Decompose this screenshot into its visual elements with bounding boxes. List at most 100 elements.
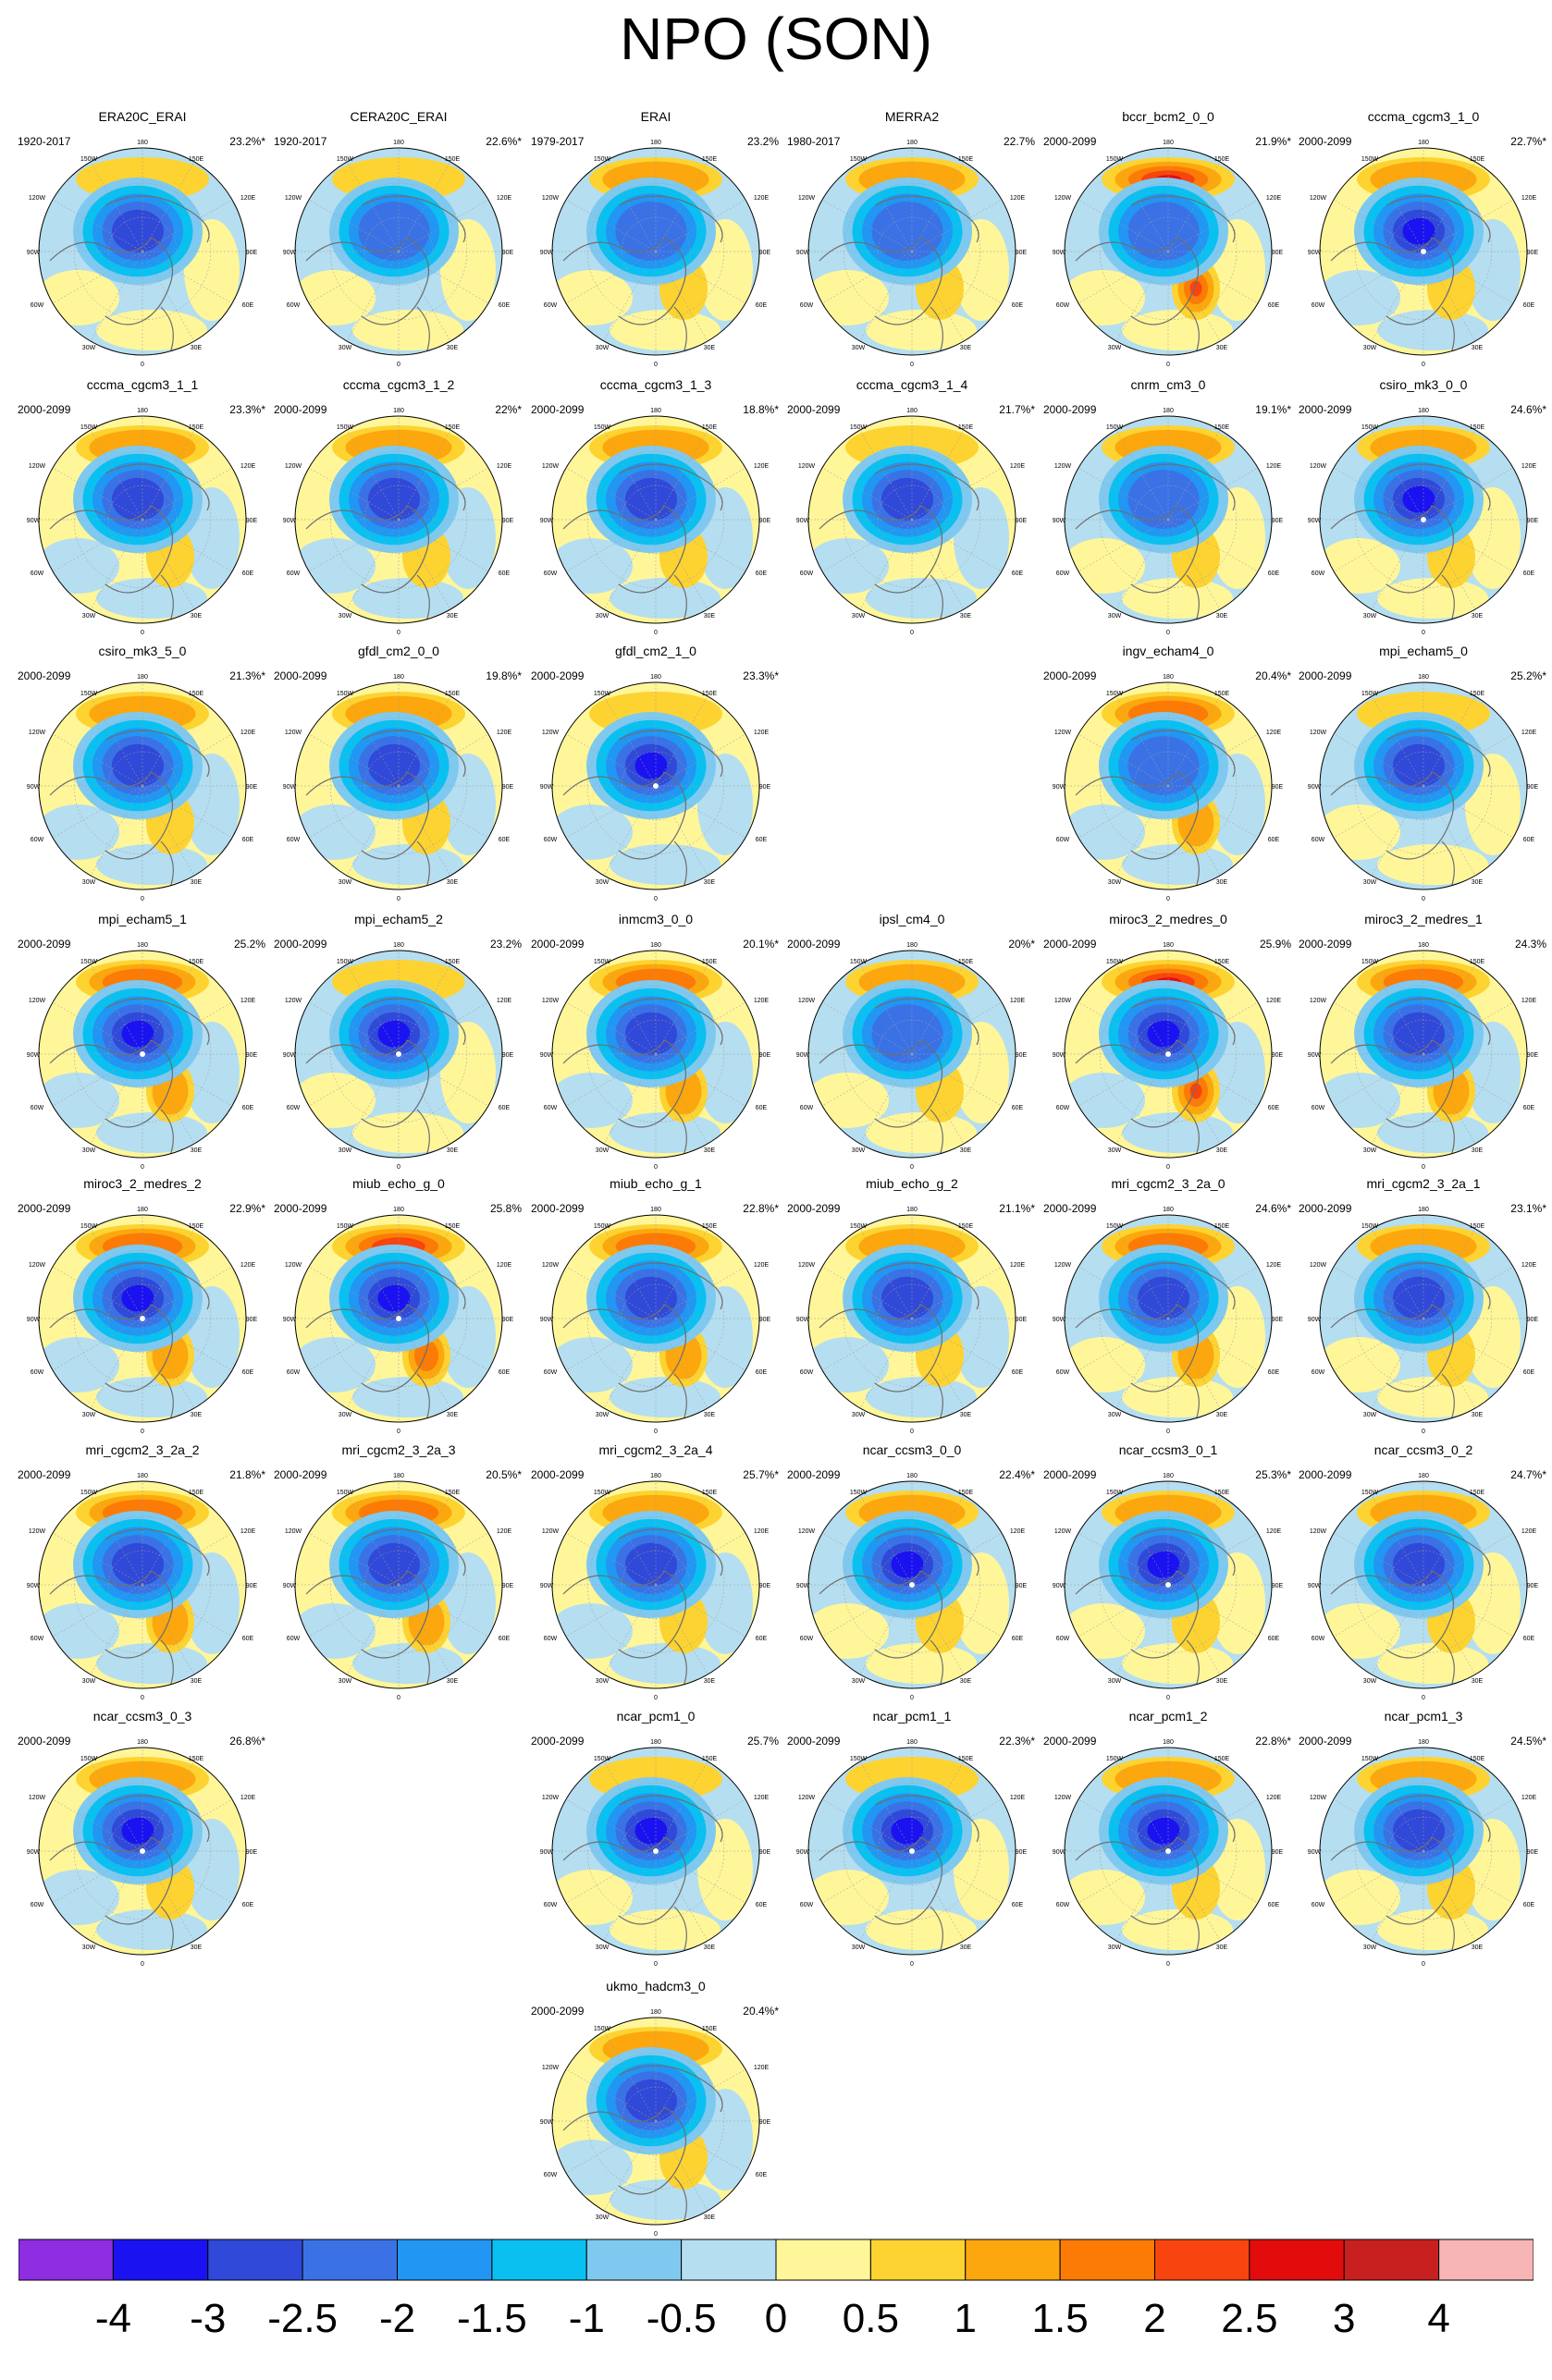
svg-text:120E: 120E bbox=[1521, 730, 1537, 736]
map-panel: CERA20C_ERAI 1920-2017 22.6%* 180 150W 150E 12… bbox=[270, 109, 527, 377]
svg-text:60E: 60E bbox=[1012, 1636, 1024, 1642]
svg-text:150W: 150W bbox=[80, 691, 98, 697]
panel-title: ERA20C_ERAI bbox=[98, 109, 187, 124]
svg-text:90E: 90E bbox=[1272, 784, 1284, 791]
svg-text:120W: 120W bbox=[29, 1528, 46, 1535]
svg-text:30E: 30E bbox=[191, 1678, 203, 1685]
svg-text:60E: 60E bbox=[499, 837, 511, 843]
svg-text:150E: 150E bbox=[1470, 1756, 1485, 1762]
panel-title: inmcm3_0_0 bbox=[618, 912, 694, 926]
polar-map: 180 150W 150E 120W 90W 60W 120E 90E 60E 30W 0 30E bbox=[1308, 942, 1539, 1171]
svg-text:180: 180 bbox=[137, 942, 148, 949]
svg-text:120E: 120E bbox=[1266, 730, 1282, 736]
svg-text:60W: 60W bbox=[800, 1105, 814, 1111]
svg-text:150W: 150W bbox=[1106, 959, 1124, 965]
svg-text:30W: 30W bbox=[82, 879, 96, 886]
colorbar-swatch bbox=[869, 2239, 967, 2281]
svg-text:30W: 30W bbox=[1363, 1944, 1377, 1951]
svg-text:60E: 60E bbox=[1268, 1902, 1280, 1908]
svg-text:150W: 150W bbox=[1361, 1223, 1379, 1230]
svg-text:30E: 30E bbox=[447, 1147, 459, 1154]
panel-title: mri_cgcm2_3_2a_1 bbox=[1366, 1176, 1481, 1191]
panel-period: 2000-2099 bbox=[18, 403, 71, 416]
panel-period: 2000-2099 bbox=[1043, 403, 1097, 416]
polar-map: 180 150W 150E 120W 90W 60W 120E 90E 60E 30W 0 30E bbox=[540, 140, 771, 368]
map-panel: ncar_pcm1_1 2000-2099 22.3%* 180 150W 150E 120… bbox=[783, 1709, 1041, 1977]
panel-variance: 23.3%* bbox=[743, 669, 779, 682]
svg-text:60W: 60W bbox=[544, 837, 558, 843]
svg-text:120E: 120E bbox=[754, 1795, 770, 1801]
svg-text:30W: 30W bbox=[1363, 613, 1377, 620]
panel-period: 2000-2099 bbox=[1299, 135, 1352, 148]
colorbar-swatch bbox=[1438, 2239, 1534, 2281]
svg-text:90E: 90E bbox=[502, 1052, 514, 1059]
svg-text:60W: 60W bbox=[31, 1636, 44, 1642]
svg-text:120E: 120E bbox=[240, 463, 256, 470]
colorbar-label: 4 bbox=[1427, 2296, 1450, 2341]
svg-text:60W: 60W bbox=[31, 837, 44, 843]
panel-period: 2000-2099 bbox=[787, 1468, 841, 1481]
svg-text:90E: 90E bbox=[502, 1317, 514, 1323]
svg-text:180: 180 bbox=[1418, 1739, 1429, 1746]
svg-text:120E: 120E bbox=[240, 998, 256, 1004]
svg-text:30W: 30W bbox=[339, 613, 352, 620]
svg-text:60W: 60W bbox=[1312, 1902, 1325, 1908]
svg-text:30E: 30E bbox=[704, 1147, 716, 1154]
svg-text:30E: 30E bbox=[1472, 879, 1484, 886]
svg-text:120E: 120E bbox=[1010, 463, 1026, 470]
svg-text:90W: 90W bbox=[27, 784, 41, 791]
svg-text:30E: 30E bbox=[447, 1412, 459, 1418]
svg-text:150E: 150E bbox=[702, 156, 718, 163]
panel-variance: 24.5%* bbox=[1510, 1735, 1546, 1748]
svg-text:60E: 60E bbox=[756, 837, 768, 843]
panel-title: cccma_cgcm3_1_3 bbox=[599, 377, 712, 392]
svg-text:180: 180 bbox=[906, 942, 918, 949]
panel-variance: 22.3%* bbox=[999, 1735, 1035, 1748]
map-panel: miub_echo_g_0 2000-2099 25.8% 180 150W 150E 12… bbox=[270, 1176, 527, 1444]
svg-text:0: 0 bbox=[910, 1961, 914, 1968]
svg-text:30W: 30W bbox=[852, 1678, 866, 1685]
svg-text:180: 180 bbox=[393, 408, 404, 414]
svg-text:60E: 60E bbox=[1268, 1369, 1280, 1376]
panel-title: MERRA2 bbox=[884, 109, 940, 124]
panel-variance: 21.9%* bbox=[1255, 135, 1291, 148]
panel-title: ERAI bbox=[640, 109, 671, 124]
panel-title: bccr_bcm2_0_0 bbox=[1122, 109, 1214, 124]
svg-text:150E: 150E bbox=[958, 1223, 974, 1230]
svg-text:150E: 150E bbox=[1470, 1223, 1485, 1230]
svg-text:0: 0 bbox=[654, 362, 658, 368]
svg-text:150E: 150E bbox=[702, 691, 718, 697]
colorbar-swatch bbox=[18, 2239, 114, 2281]
svg-text:90E: 90E bbox=[759, 784, 771, 791]
map-panel: ncar_ccsm3_0_2 2000-2099 24.7%* 180 150W 150E… bbox=[1295, 1442, 1552, 1711]
panel-variance: 23.1%* bbox=[1510, 1202, 1546, 1215]
svg-text:60E: 60E bbox=[756, 1369, 768, 1376]
svg-text:90W: 90W bbox=[283, 784, 297, 791]
colorbar-swatch bbox=[775, 2239, 871, 2281]
svg-text:30E: 30E bbox=[191, 1944, 203, 1951]
page-title: NPO (SON) bbox=[620, 6, 932, 72]
panel-variance: 21.1%* bbox=[999, 1202, 1035, 1215]
svg-text:150W: 150W bbox=[594, 2026, 611, 2032]
svg-text:120W: 120W bbox=[542, 998, 560, 1004]
svg-text:120W: 120W bbox=[1054, 730, 1072, 736]
svg-text:150E: 150E bbox=[1214, 1223, 1230, 1230]
panel-title: csiro_mk3_0_0 bbox=[1379, 377, 1468, 392]
svg-text:60E: 60E bbox=[1523, 1902, 1535, 1908]
svg-text:60E: 60E bbox=[242, 1636, 254, 1642]
map-panel: ncar_pcm1_0 2000-2099 25.7% 180 150W 150E 120W… bbox=[527, 1709, 784, 1977]
svg-text:0: 0 bbox=[1422, 1695, 1425, 1701]
svg-text:30W: 30W bbox=[82, 1944, 96, 1951]
svg-text:60W: 60W bbox=[1312, 1105, 1325, 1111]
panel-variance: 22.6%* bbox=[486, 135, 522, 148]
svg-text:120W: 120W bbox=[29, 1262, 46, 1269]
svg-text:0: 0 bbox=[1166, 1164, 1170, 1171]
svg-text:60E: 60E bbox=[499, 570, 511, 577]
svg-text:30E: 30E bbox=[704, 1678, 716, 1685]
svg-text:60W: 60W bbox=[31, 1902, 44, 1908]
svg-text:120W: 120W bbox=[285, 1528, 302, 1535]
map-panel: miub_echo_g_1 2000-2099 22.8%* 180 150W 150E 1… bbox=[527, 1176, 784, 1444]
polar-map: 180 150W 150E 120W 90W 60W 120E 90E 60E 30W 0 30E bbox=[283, 1473, 514, 1701]
svg-text:0: 0 bbox=[1166, 1429, 1170, 1435]
colorbar-label: -0.5 bbox=[646, 2296, 717, 2341]
